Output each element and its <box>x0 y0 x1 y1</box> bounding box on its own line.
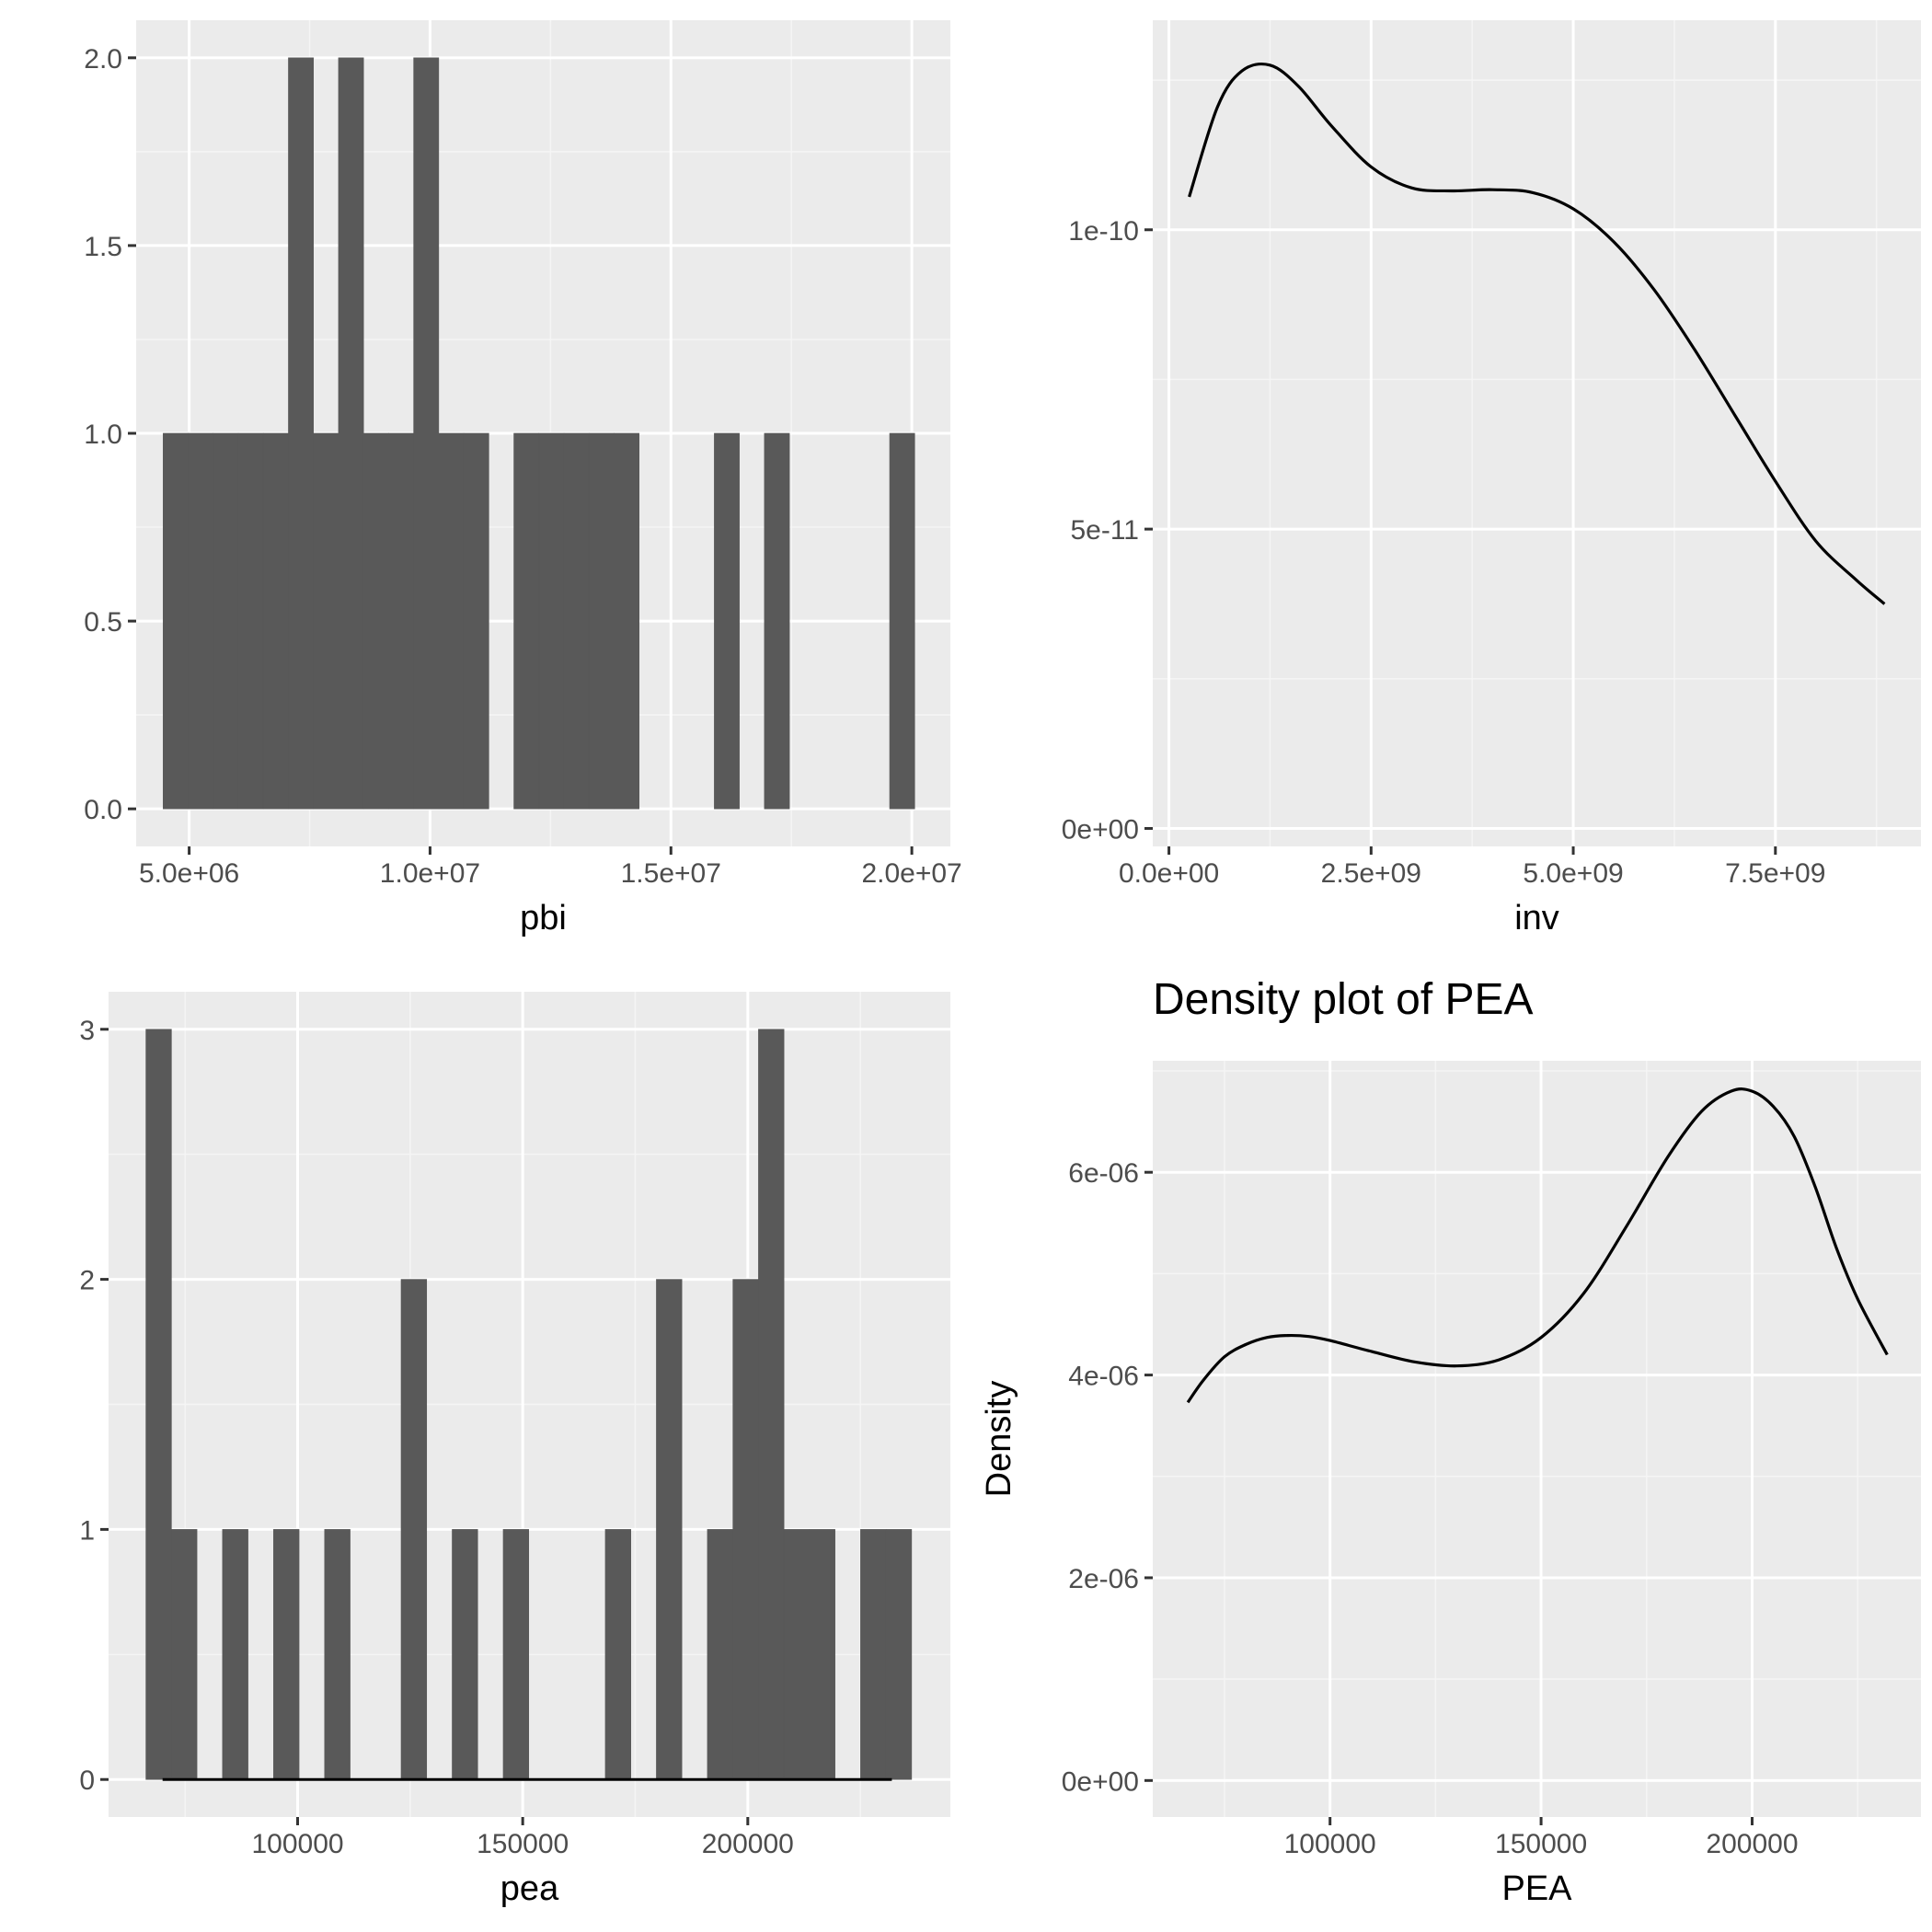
PEA-x-tick-label-0: 100000 <box>1284 1829 1376 1859</box>
pbi-histogram-bar-16 <box>588 432 615 810</box>
pbi-histogram-bar-6 <box>313 432 339 810</box>
pea-x-axis-title: pea <box>500 1869 559 1908</box>
PEA-panel-background <box>1153 1061 1921 1817</box>
pbi-histogram-bar-0 <box>163 432 189 810</box>
pbi-x-axis-title: pbi <box>520 899 567 937</box>
pea-y-tick-label-2: 2 <box>79 1266 95 1296</box>
pea-histogram-bar-10 <box>707 1529 733 1780</box>
pea-histogram-bar-12 <box>758 1029 785 1780</box>
PEA-y-tick-label-2: 4e-06 <box>1068 1362 1139 1392</box>
pbi-x-tick-label-0: 5.0e+06 <box>139 858 239 889</box>
pea-y-tick-label-1: 1 <box>79 1515 95 1546</box>
pea-histogram-bar-7 <box>502 1529 530 1780</box>
PEA-plot-title: Density plot of PEA <box>1153 975 1534 1024</box>
pea-histogram-bar-16 <box>885 1529 913 1780</box>
PEA-y-tick-label-0: 0e+00 <box>1062 1766 1139 1797</box>
pea-histogram-bar-15 <box>860 1529 887 1780</box>
pbi-histogram-bar-1 <box>188 432 214 810</box>
PEA-y-tick-label-3: 6e-06 <box>1068 1158 1139 1189</box>
pbi-histogram-bar-13 <box>513 432 540 810</box>
pbi-x-tick-label-1: 1.0e+07 <box>380 858 480 889</box>
pbi-histogram-bar-14 <box>538 432 565 810</box>
pea-histogram-bar-14 <box>809 1529 835 1780</box>
pea-histogram-bar-9 <box>656 1279 683 1780</box>
pbi-histogram-bar-15 <box>563 432 590 810</box>
inv-density-line-0 <box>1188 63 1886 605</box>
inv-x-tick-label-0: 0.0e+00 <box>1119 858 1219 889</box>
pea-histogram-bar-5 <box>400 1279 428 1780</box>
pea-histogram-bar-1 <box>171 1529 198 1780</box>
PEA-y-tick-label-1: 2e-06 <box>1068 1564 1139 1594</box>
inv-x-tick-label-1: 2.5e+09 <box>1321 858 1421 889</box>
pbi-histogram-bar-7 <box>338 57 364 810</box>
inv-panel-background <box>1153 20 1921 846</box>
pbi-histogram-bar-11 <box>438 432 465 810</box>
pea-histogram-bar-4 <box>324 1529 351 1780</box>
PEA-x-tick-label-1: 150000 <box>1495 1829 1587 1859</box>
pbi-histogram-bar-20 <box>889 432 915 810</box>
inv-x-axis-title: inv <box>1514 899 1559 937</box>
pbi-y-tick-label-1: 0.5 <box>84 607 122 638</box>
pea-x-tick-label-0: 100000 <box>251 1829 343 1859</box>
pbi-histogram-bar-2 <box>213 432 239 810</box>
pea-histogram-bar-0 <box>145 1029 172 1780</box>
pbi-y-tick-label-0: 0.0 <box>84 795 122 825</box>
pea-x-tick-label-1: 150000 <box>477 1829 569 1859</box>
pbi-histogram-bar-9 <box>388 432 414 810</box>
pbi-x-tick-label-2: 1.5e+07 <box>621 858 721 889</box>
PEA-y-axis-title: Density <box>980 1381 1018 1498</box>
pbi-histogram-bar-18 <box>714 432 740 810</box>
pea-histogram-bar-11 <box>732 1279 759 1780</box>
pbi-y-tick-label-4: 2.0 <box>84 44 122 75</box>
pea-x-tick-label-2: 200000 <box>702 1829 794 1859</box>
PEA-x-axis-title: PEA <box>1501 1869 1572 1908</box>
pea-histogram-bar-2 <box>222 1529 248 1780</box>
pbi-y-tick-label-2: 1.0 <box>84 420 122 450</box>
pbi-histogram-bar-12 <box>463 432 489 810</box>
pbi-histogram-bar-8 <box>362 432 389 810</box>
pea-y-tick-label-0: 0 <box>79 1765 95 1796</box>
pbi-y-tick-label-3: 1.5 <box>84 232 122 262</box>
pbi-histogram-bar-4 <box>262 432 289 810</box>
pbi-histogram-bar-17 <box>614 432 640 810</box>
inv-x-tick-label-2: 5.0e+09 <box>1523 858 1623 889</box>
PEA-x-tick-label-2: 200000 <box>1706 1829 1798 1859</box>
pea-histogram-bar-13 <box>783 1529 811 1780</box>
pbi-histogram-bar-3 <box>237 432 264 810</box>
inv-y-tick-label-1: 5e-11 <box>1070 515 1139 546</box>
inv-y-tick-label-2: 1e-10 <box>1068 216 1139 247</box>
pea-histogram-bar-8 <box>604 1529 631 1780</box>
inv-x-tick-label-3: 7.5e+09 <box>1725 858 1825 889</box>
pbi-histogram-bar-5 <box>288 57 315 810</box>
inv-y-tick-label-0: 0e+00 <box>1062 814 1139 845</box>
pea-histogram-bar-6 <box>452 1529 478 1780</box>
pea-y-tick-label-3: 3 <box>79 1016 95 1046</box>
pbi-x-tick-label-3: 2.0e+07 <box>861 858 961 889</box>
pea-histogram-bar-3 <box>273 1529 300 1780</box>
pbi-histogram-bar-10 <box>413 57 440 810</box>
pbi-histogram-bar-19 <box>764 432 790 810</box>
PEA-density-line-0 <box>1186 1087 1889 1404</box>
